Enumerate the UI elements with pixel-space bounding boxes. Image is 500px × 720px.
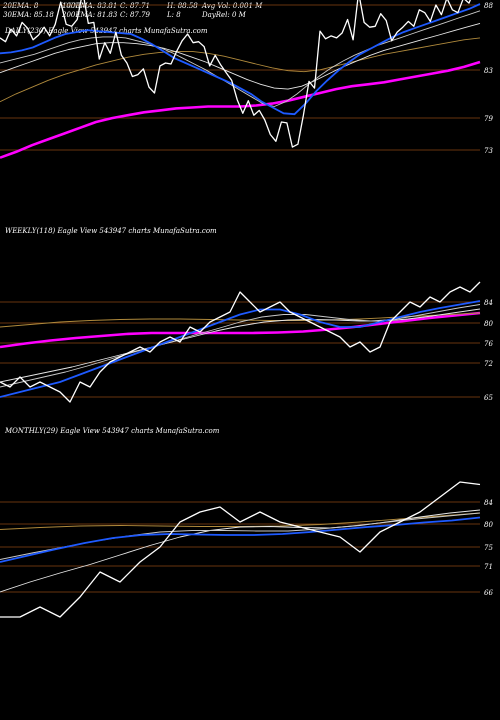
weekly-tick-65: 65 [484,394,493,402]
daily-ema-100-line [0,37,481,103]
low-label: L: 8 [167,11,181,19]
ema-200-label: 200EMA: 81.83 [62,11,118,19]
weekly-panel-title: WEEKLY(118) Eagle View 543947 charts Mun… [5,227,217,235]
monthly-tick-75: 75 [484,544,493,552]
weekly-ema-20-line [0,300,481,398]
monthly-tick-84: 84 [484,499,493,507]
day-rel-label: DayRel: 0 M [202,11,246,19]
daily-tick-83: 83 [484,67,493,75]
monthly-ema-30-line [0,512,481,560]
monthly-tick-66: 66 [484,589,493,597]
weekly-tick-80: 80 [484,320,493,328]
weekly-tick-72: 72 [484,360,493,368]
weekly-tick-84: 84 [484,299,493,307]
daily-ema-50-line [0,22,481,90]
monthly-panel-title: MONTHLY(29) Eagle View 543947 charts Mun… [5,427,220,435]
daily-ema-30-line [0,10,481,107]
ema-30-label: 30EMA: 85.18 [3,11,54,19]
monthly-ema-50-line [0,509,481,593]
daily-price-line [0,0,471,148]
close-label-2: C: 87.79 [120,11,150,19]
monthly-tick-80: 80 [484,521,493,529]
high-label: H: 88.58 [167,2,198,10]
monthly-tick-71: 71 [484,563,493,571]
daily-tick-88: 88 [484,2,493,10]
ema-50-fragment: 50EMA [59,2,86,10]
ema-100-label: 100EMA: 83.81 [62,2,118,10]
monthly-ema-100-line [0,512,481,530]
weekly-ema-50-line [0,308,481,383]
daily-ema-20-line [0,3,481,116]
weekly-tick-76: 76 [484,340,493,348]
daily-tick-79: 79 [484,115,493,123]
daily-tick-73: 73 [484,147,493,155]
weekly-price-line [0,281,481,403]
monthly-price-line [0,481,481,618]
ema-20-label: 20EMA: 8 [3,2,39,10]
close-label: C: 87.71 [120,2,150,10]
avg-vol-label: Avg Vol: 0.001 M [202,2,263,10]
monthly-ema-20-line [0,516,481,563]
weekly-ema-30-line [0,304,481,388]
weekly-ema-200-line [0,311,481,349]
